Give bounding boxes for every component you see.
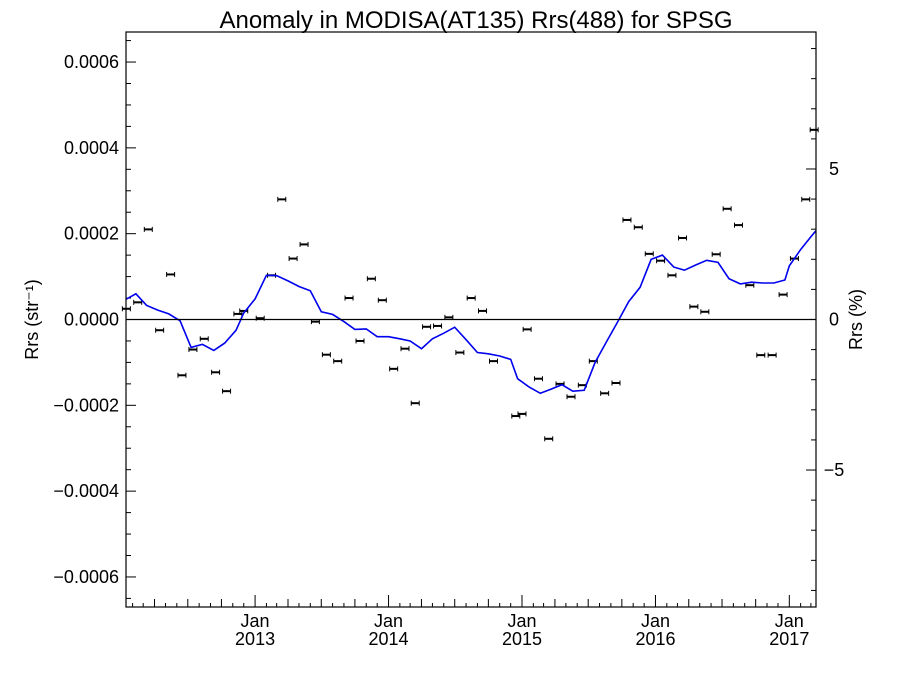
data-point: [478, 308, 488, 314]
data-point: [611, 380, 621, 386]
data-point: [644, 251, 654, 257]
data-point: [277, 196, 287, 202]
data-point: [389, 366, 399, 372]
data-point: [801, 196, 811, 202]
bottom-tick-month: Jan: [775, 611, 804, 631]
data-point: [166, 271, 176, 277]
data-point: [711, 251, 721, 257]
left-tick-label: −0.0004: [53, 481, 119, 501]
data-point: [321, 352, 331, 358]
data-points: [121, 127, 819, 442]
data-point: [333, 358, 343, 364]
data-point: [466, 295, 476, 301]
bottom-tick-month: Jan: [641, 611, 670, 631]
right-tick-label: −5: [824, 460, 845, 480]
data-point: [566, 394, 576, 400]
data-point: [344, 295, 354, 301]
data-point: [522, 326, 532, 332]
data-point: [488, 358, 498, 364]
data-point: [667, 272, 677, 278]
left-tick-label: 0.0000: [64, 310, 119, 330]
data-point: [233, 311, 243, 317]
plot-frame: [125, 31, 817, 608]
bottom-tick-year: 2014: [369, 629, 409, 649]
data-point: [199, 336, 209, 342]
data-point: [544, 436, 554, 442]
trend-line: [125, 230, 817, 395]
data-point: [455, 350, 465, 356]
data-point: [299, 241, 309, 247]
data-point: [678, 235, 688, 241]
data-point: [177, 372, 187, 378]
data-point: [722, 206, 732, 212]
left-tick-label: −0.0006: [53, 567, 119, 587]
data-point: [700, 309, 710, 315]
data-point: [400, 346, 410, 352]
data-point: [517, 411, 527, 417]
data-point: [767, 352, 777, 358]
data-point: [656, 258, 666, 264]
left-tick-label: 0.0002: [64, 224, 119, 244]
data-point: [433, 323, 443, 329]
data-point: [689, 304, 699, 310]
data-point: [222, 388, 232, 394]
data-point: [809, 127, 819, 133]
data-point: [733, 222, 743, 228]
left-tick-label: 0.0004: [64, 138, 119, 158]
bottom-tick-year: 2013: [235, 629, 275, 649]
data-point: [533, 376, 543, 382]
data-point: [410, 400, 420, 406]
bottom-tick-month: Jan: [241, 611, 270, 631]
bottom-tick-year: 2016: [635, 629, 675, 649]
data-point: [377, 297, 387, 303]
bottom-tick-year: 2015: [502, 629, 542, 649]
data-point: [155, 327, 165, 333]
data-point: [143, 226, 153, 232]
data-point: [756, 352, 766, 358]
data-point: [366, 276, 376, 282]
left-axis-label: Rrs (str⁻¹): [22, 279, 42, 359]
data-point: [422, 324, 432, 330]
data-point: [778, 292, 788, 298]
left-tick-label: −0.0002: [53, 395, 119, 415]
bottom-tick-month: Jan: [374, 611, 403, 631]
right-axis-label: Rrs (%): [846, 289, 866, 350]
data-point: [133, 299, 143, 305]
chart-title: Anomaly in MODISA(AT135) Rrs(488) for SP…: [219, 7, 732, 34]
data-point: [600, 390, 610, 396]
data-point: [355, 338, 365, 344]
data-point: [211, 369, 221, 375]
left-tick-label: 0.0006: [64, 52, 119, 72]
data-point: [188, 347, 198, 353]
data-point: [622, 217, 632, 223]
right-tick-label: 0: [829, 310, 839, 330]
right-tick-label: 5: [829, 159, 839, 179]
bottom-tick-year: 2017: [769, 629, 809, 649]
data-point: [288, 256, 298, 262]
bottom-tick-month: Jan: [507, 611, 536, 631]
left-axis-ticks: 0.0006 0.0004 0.0002 0.0000 −0.0002 −0.0004 −0…: [53, 40, 136, 599]
data-point: [633, 224, 643, 230]
